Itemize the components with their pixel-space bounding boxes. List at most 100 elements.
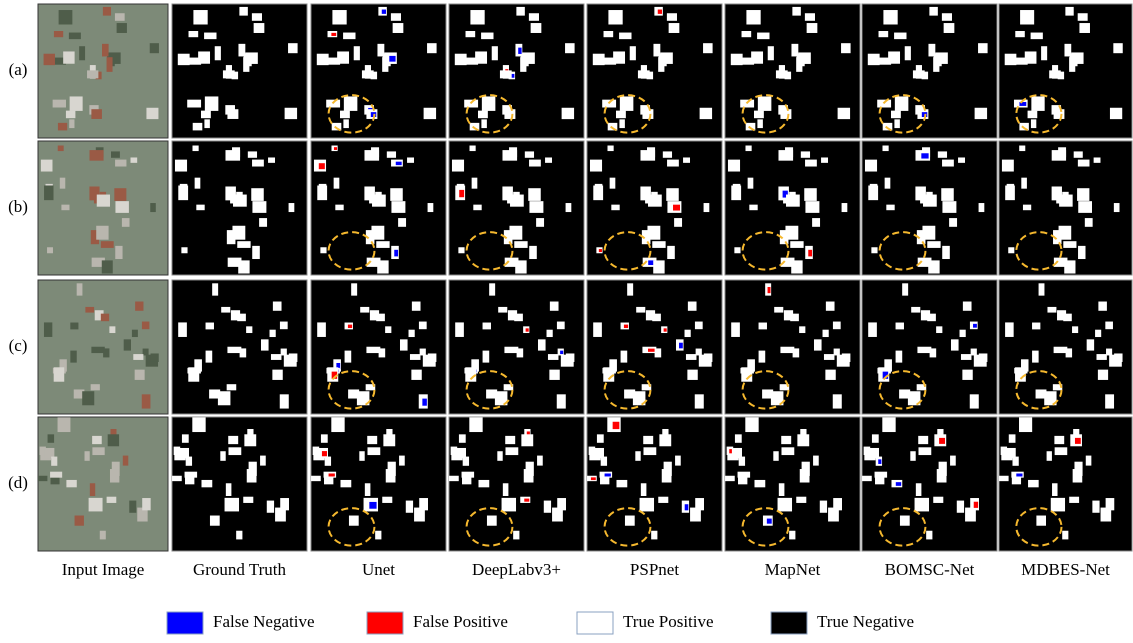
building [362,70,374,78]
building [793,348,800,357]
image-cell [999,4,1132,138]
building [1012,457,1018,466]
building [516,7,524,16]
error [526,328,529,331]
image-cell [172,417,307,551]
building [1069,57,1075,72]
column-label: Ground Truth [193,560,287,579]
building [483,351,490,363]
building [391,201,405,213]
building [905,46,911,60]
building [1009,434,1016,442]
building [640,498,654,512]
building [917,347,931,353]
building [865,160,877,172]
building [206,323,214,330]
image-cell [38,141,168,275]
error [878,459,881,464]
building [215,46,221,60]
building [459,434,466,442]
building [371,226,384,240]
building [390,188,402,201]
building [751,51,763,63]
building [875,472,888,478]
building [462,477,471,484]
building [776,70,788,78]
image-cell [862,141,997,275]
building [186,457,192,466]
building [529,201,543,213]
building [1064,260,1075,273]
building [192,146,198,152]
roof [117,23,127,33]
building [929,7,937,16]
building [349,516,359,526]
error [974,502,978,508]
building [1110,108,1122,119]
building [1074,151,1083,157]
image-cell [999,141,1132,275]
building [781,436,791,444]
building [823,330,829,337]
building [1005,322,1014,337]
building [478,480,489,487]
building [619,33,631,40]
roof [103,7,111,16]
building [962,370,972,380]
building [268,157,275,162]
building [879,31,889,37]
building [886,205,894,211]
building [1031,119,1036,128]
building [531,23,542,33]
error [1019,102,1026,106]
building [936,326,942,333]
building [504,347,518,353]
mask-background [862,141,997,275]
building [1059,226,1072,240]
building [252,246,260,259]
building [428,353,437,362]
building [616,111,626,119]
roof [79,46,85,60]
building [643,447,656,455]
building [317,322,326,337]
roof [109,326,115,333]
building [393,23,404,33]
building [695,498,704,510]
building [731,322,740,337]
building [894,119,899,128]
building [504,109,515,119]
building [796,497,806,503]
roof [114,188,126,201]
building [172,476,182,481]
building [409,330,415,337]
roof [102,44,109,57]
building [778,150,793,161]
building [739,457,745,466]
building [482,96,496,110]
building [470,10,484,24]
building [227,109,238,119]
building [1008,247,1014,253]
mask-background [999,141,1132,275]
building [597,434,604,442]
building [193,123,203,131]
building [206,351,213,363]
building [885,178,891,189]
roof [59,10,73,24]
building [407,157,414,162]
building [1114,203,1120,212]
building [280,322,288,330]
building [325,457,331,466]
building [387,151,396,157]
building [883,10,897,24]
building [834,349,840,356]
error [396,162,402,165]
building [538,339,546,350]
building [178,186,188,201]
building [877,100,891,108]
image-cell [449,280,584,414]
building [944,23,955,33]
mask-background [172,141,307,275]
building [375,531,381,540]
